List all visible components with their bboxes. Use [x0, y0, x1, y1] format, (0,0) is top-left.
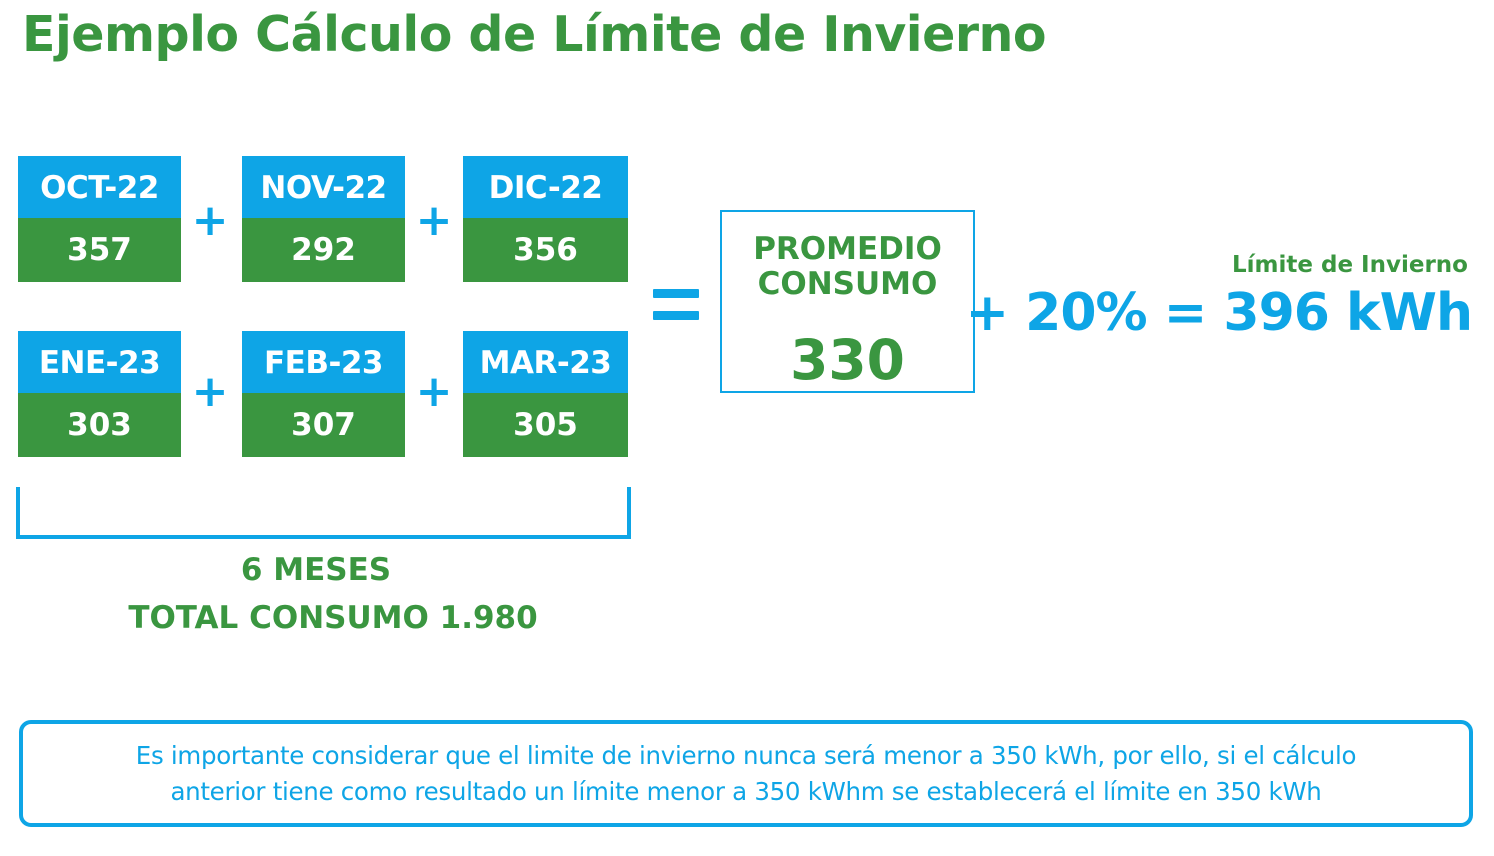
- note-text: Es importante considerar que el limite d…: [135, 738, 1357, 810]
- plus-sign: +: [415, 366, 453, 417]
- month-card-ene-23: ENE-23 303: [18, 331, 181, 457]
- result-caption: Límite de Invierno: [1232, 252, 1468, 278]
- note-line-2: anterior tiene como resultado un límite …: [170, 776, 1322, 806]
- month-card-feb-23: FEB-23 307: [242, 331, 405, 457]
- equals-bar-bottom: [653, 311, 699, 320]
- month-card-mar-23: MAR-23 305: [463, 331, 628, 457]
- month-value: 356: [463, 218, 628, 282]
- month-card-oct-22: OCT-22 357: [18, 156, 181, 282]
- months-count: 6 MESES: [240, 552, 392, 588]
- plus-sign: +: [191, 195, 229, 246]
- month-label: NOV-22: [242, 156, 405, 218]
- average-label: PROMEDIO CONSUMO: [753, 231, 942, 302]
- month-label: OCT-22: [18, 156, 181, 218]
- total-consumption: TOTAL CONSUMO 1.980: [128, 600, 538, 636]
- average-box: PROMEDIO CONSUMO 330: [720, 210, 975, 393]
- page-title: Ejemplo Cálculo de Límite de Invierno: [22, 6, 1047, 63]
- month-label: DIC-22: [463, 156, 628, 218]
- month-value: 305: [463, 393, 628, 457]
- month-value: 307: [242, 393, 405, 457]
- note-line-1: Es importante considerar que el limite d…: [135, 740, 1357, 770]
- month-card-dic-22: DIC-22 356: [463, 156, 628, 282]
- equals-bar-top: [653, 289, 699, 298]
- month-card-nov-22: NOV-22 292: [242, 156, 405, 282]
- equals-sign: [653, 283, 699, 327]
- month-label: FEB-23: [242, 331, 405, 393]
- average-value: 330: [790, 328, 905, 392]
- month-value: 292: [242, 218, 405, 282]
- plus-sign: +: [415, 195, 453, 246]
- result-expression: + 20% = 396 kWh: [965, 283, 1473, 343]
- note-box: Es importante considerar que el limite d…: [19, 720, 1473, 827]
- months-bracket: [16, 487, 631, 539]
- month-label: ENE-23: [18, 331, 181, 393]
- month-label: MAR-23: [463, 331, 628, 393]
- plus-sign: +: [191, 366, 229, 417]
- month-value: 357: [18, 218, 181, 282]
- month-value: 303: [18, 393, 181, 457]
